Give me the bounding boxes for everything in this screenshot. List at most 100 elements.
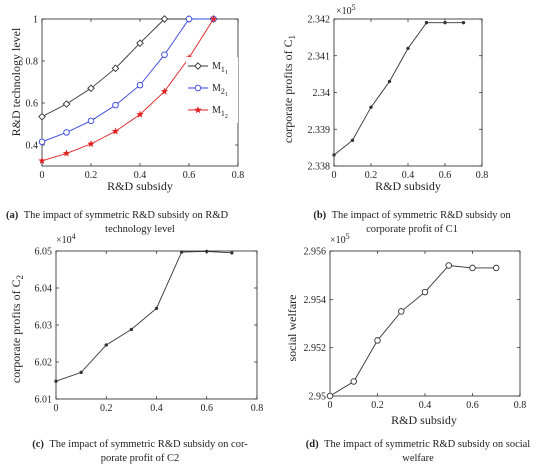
chart-c-series-1-point — [79, 370, 83, 375]
chart-d-ytick-label: 2.95 — [309, 392, 327, 403]
chart-b-ytick-label: 2.34 — [313, 88, 331, 99]
chart-c-frame — [55, 250, 258, 400]
chart-a-series-2-point — [161, 51, 168, 58]
chart-b-series-1-point — [332, 153, 336, 157]
chart-c-ytick-label: 6.03 — [35, 321, 53, 332]
chart-a-caption-text: The impact of symmetric R&D subsidy on R… — [24, 210, 229, 221]
chart-a-series-3-point — [209, 15, 218, 23]
chart-c-ylabel-sub: 2 — [15, 275, 25, 280]
chart-c-xtick-label: 0.4 — [150, 403, 163, 414]
chart-c-exponent-base: ×10 — [56, 235, 72, 246]
chart-d-xtick-label: 0.4 — [419, 400, 432, 411]
chart-a-ytick-label: 0.8 — [26, 57, 39, 68]
chart-a-ytick-label: 1 — [33, 15, 38, 26]
chart-d-ytick-label: 2.952 — [304, 343, 327, 354]
chart-c-plot-area: 0 0.2 0.4 0.6 0.8 6.01 6.02 6.03 6.04 6.05 — [35, 247, 264, 415]
chart-c-caption-line2: porate profit of C2 — [101, 453, 179, 464]
chart-a-caption-line1: (a) The impact of symmetric R&D subsidy … — [6, 210, 229, 221]
chart-d-exponent-base: ×10 — [330, 235, 346, 246]
chart-c-ytick-label: 6.02 — [35, 358, 53, 369]
chart-c-caption-letter: (c) — [32, 439, 44, 450]
chart-c-series-1-line — [55, 250, 232, 382]
chart-d-exponent-power: 5 — [346, 232, 350, 241]
panel-b: 0 0.2 0.4 0.6 0.8 2.338 2.339 2.34 2.341 2.342 R&… — [281, 3, 511, 235]
chart-d-caption-text: The impact of symmetric R&D subsidy on s… — [324, 439, 530, 450]
chart-a-legend-label-1-sub: 1 — [221, 65, 225, 74]
chart-a-series-2-point — [63, 129, 70, 136]
chart-a-series-1-point — [136, 39, 144, 47]
chart-a-legend-label-3-main: M — [212, 105, 221, 116]
chart-c-caption-text: The impact of symmetric R&D subsidy on c… — [49, 439, 248, 450]
chart-b-exponent: ×105 — [336, 3, 356, 17]
chart-c-series-1-point — [54, 379, 58, 383]
chart-a-series-1-point — [38, 112, 46, 121]
chart-b-series-1-point — [461, 20, 466, 25]
chart-a-series-3-point — [136, 110, 144, 118]
chart-b-caption-line2: corporate profit of C1 — [366, 224, 458, 235]
chart-b-xtick-label: 0.2 — [365, 170, 378, 181]
chart-a-xtick-label: 0.4 — [134, 170, 147, 181]
chart-d-caption-letter: (d) — [306, 439, 319, 450]
chart-d-ylabel: social welfare — [285, 295, 299, 362]
chart-a-series-1-point — [160, 15, 169, 23]
chart-a-xlabel: R&D subsidy — [107, 179, 173, 193]
chart-d-xtick-label: 0 — [328, 400, 333, 411]
chart-a-plot-area: 0 0.2 0.4 0.6 0.8 0.4 0.6 0.8 1 — [26, 15, 245, 182]
chart-d-plot-area: 0 0.2 0.4 0.6 0.8 2.95 2.952 2.954 2.956 — [304, 247, 527, 412]
chart-a-series-2-point — [112, 101, 119, 109]
chart-a-series-3-point — [87, 139, 95, 148]
chart-b-plot-area: 0 0.2 0.4 0.6 0.8 2.338 2.339 2.34 2.341 2.342 — [308, 15, 489, 182]
chart-b-ylabel-main: corporate profits of C — [281, 39, 295, 143]
chart-a-legend-label-3-sub: 1 — [221, 109, 225, 118]
chart-b-xtick-label: 0 — [332, 170, 337, 181]
chart-d-ytick-label: 2.954 — [304, 295, 327, 306]
chart-a-legend-label-2-main: M — [212, 83, 221, 94]
chart-b-caption-letter: (b) — [313, 210, 326, 221]
chart-a-legend-marker-3 — [194, 106, 202, 114]
chart-c-series-1-point — [129, 327, 134, 332]
chart-a-series-2-point — [38, 138, 46, 146]
chart-c-series-1-point — [179, 250, 184, 254]
chart-b-series-1-point — [387, 79, 392, 84]
chart-a-legend-marker-2 — [194, 84, 202, 92]
chart-d-series-1-point — [493, 264, 500, 272]
chart-b-series-1-point — [350, 138, 355, 143]
chart-a-series-2-point — [185, 15, 193, 23]
chart-a-xtick-label: 0.6 — [183, 170, 196, 181]
chart-a-legend-label-3: M12 — [212, 105, 228, 120]
chart-d-caption-line2: welfare — [402, 453, 434, 464]
chart-d-xlabel: R&D subsidy — [391, 413, 457, 427]
chart-d-series-1-line — [329, 265, 497, 397]
chart-b-caption-line1: (b) The impact of symmetric R&D subsidy … — [313, 210, 511, 221]
chart-d-caption-line1: (d) The impact of symmetric R&D subsidy … — [306, 439, 531, 450]
chart-d-series-1-point — [350, 378, 358, 385]
chart-a-xtick-label: 0 — [40, 170, 45, 181]
panel-d: 0 0.2 0.4 0.6 0.8 2.95 2.952 2.954 2.956 R&D sub… — [285, 232, 530, 464]
chart-a-legend-label-3-subsub: 2 — [225, 114, 228, 120]
chart-b-series-1-point — [424, 20, 429, 25]
chart-b-ylabel-sub: 1 — [287, 35, 297, 40]
chart-a-series-1-point — [62, 100, 71, 108]
chart-c-xtick-label: 0.6 — [201, 403, 214, 414]
chart-a-series-3-line — [41, 18, 214, 162]
chart-d-series-1-point — [469, 264, 476, 272]
chart-a-series-2-point — [87, 117, 95, 125]
chart-b-ytick-label: 2.341 — [308, 51, 331, 62]
chart-d-xtick-label: 0.8 — [514, 400, 527, 411]
chart-a-ytick-label: 0.6 — [26, 99, 39, 110]
chart-d-series-1-point — [421, 288, 429, 296]
chart-b-ytick-label: 2.339 — [308, 125, 331, 136]
chart-c-series-1-point — [230, 251, 234, 255]
chart-a-xtick-label: 0.2 — [85, 170, 98, 181]
panel-c: 0 0.2 0.4 0.6 0.8 6.01 6.02 6.03 6.04 6.05 corpor… — [9, 232, 263, 464]
chart-a-series-3-point — [38, 156, 46, 164]
chart-a-series-3-point — [111, 127, 120, 135]
chart-c-exponent: ×104 — [56, 232, 76, 246]
chart-a-ytick-label: 0.4 — [26, 141, 39, 152]
chart-b-xtick-label: 0.4 — [402, 170, 415, 181]
chart-b-xtick-label: 0.6 — [439, 170, 452, 181]
chart-b-ylabel: corporate profits of C1 — [281, 35, 297, 143]
chart-a-xtick-label: 0.8 — [232, 170, 245, 181]
